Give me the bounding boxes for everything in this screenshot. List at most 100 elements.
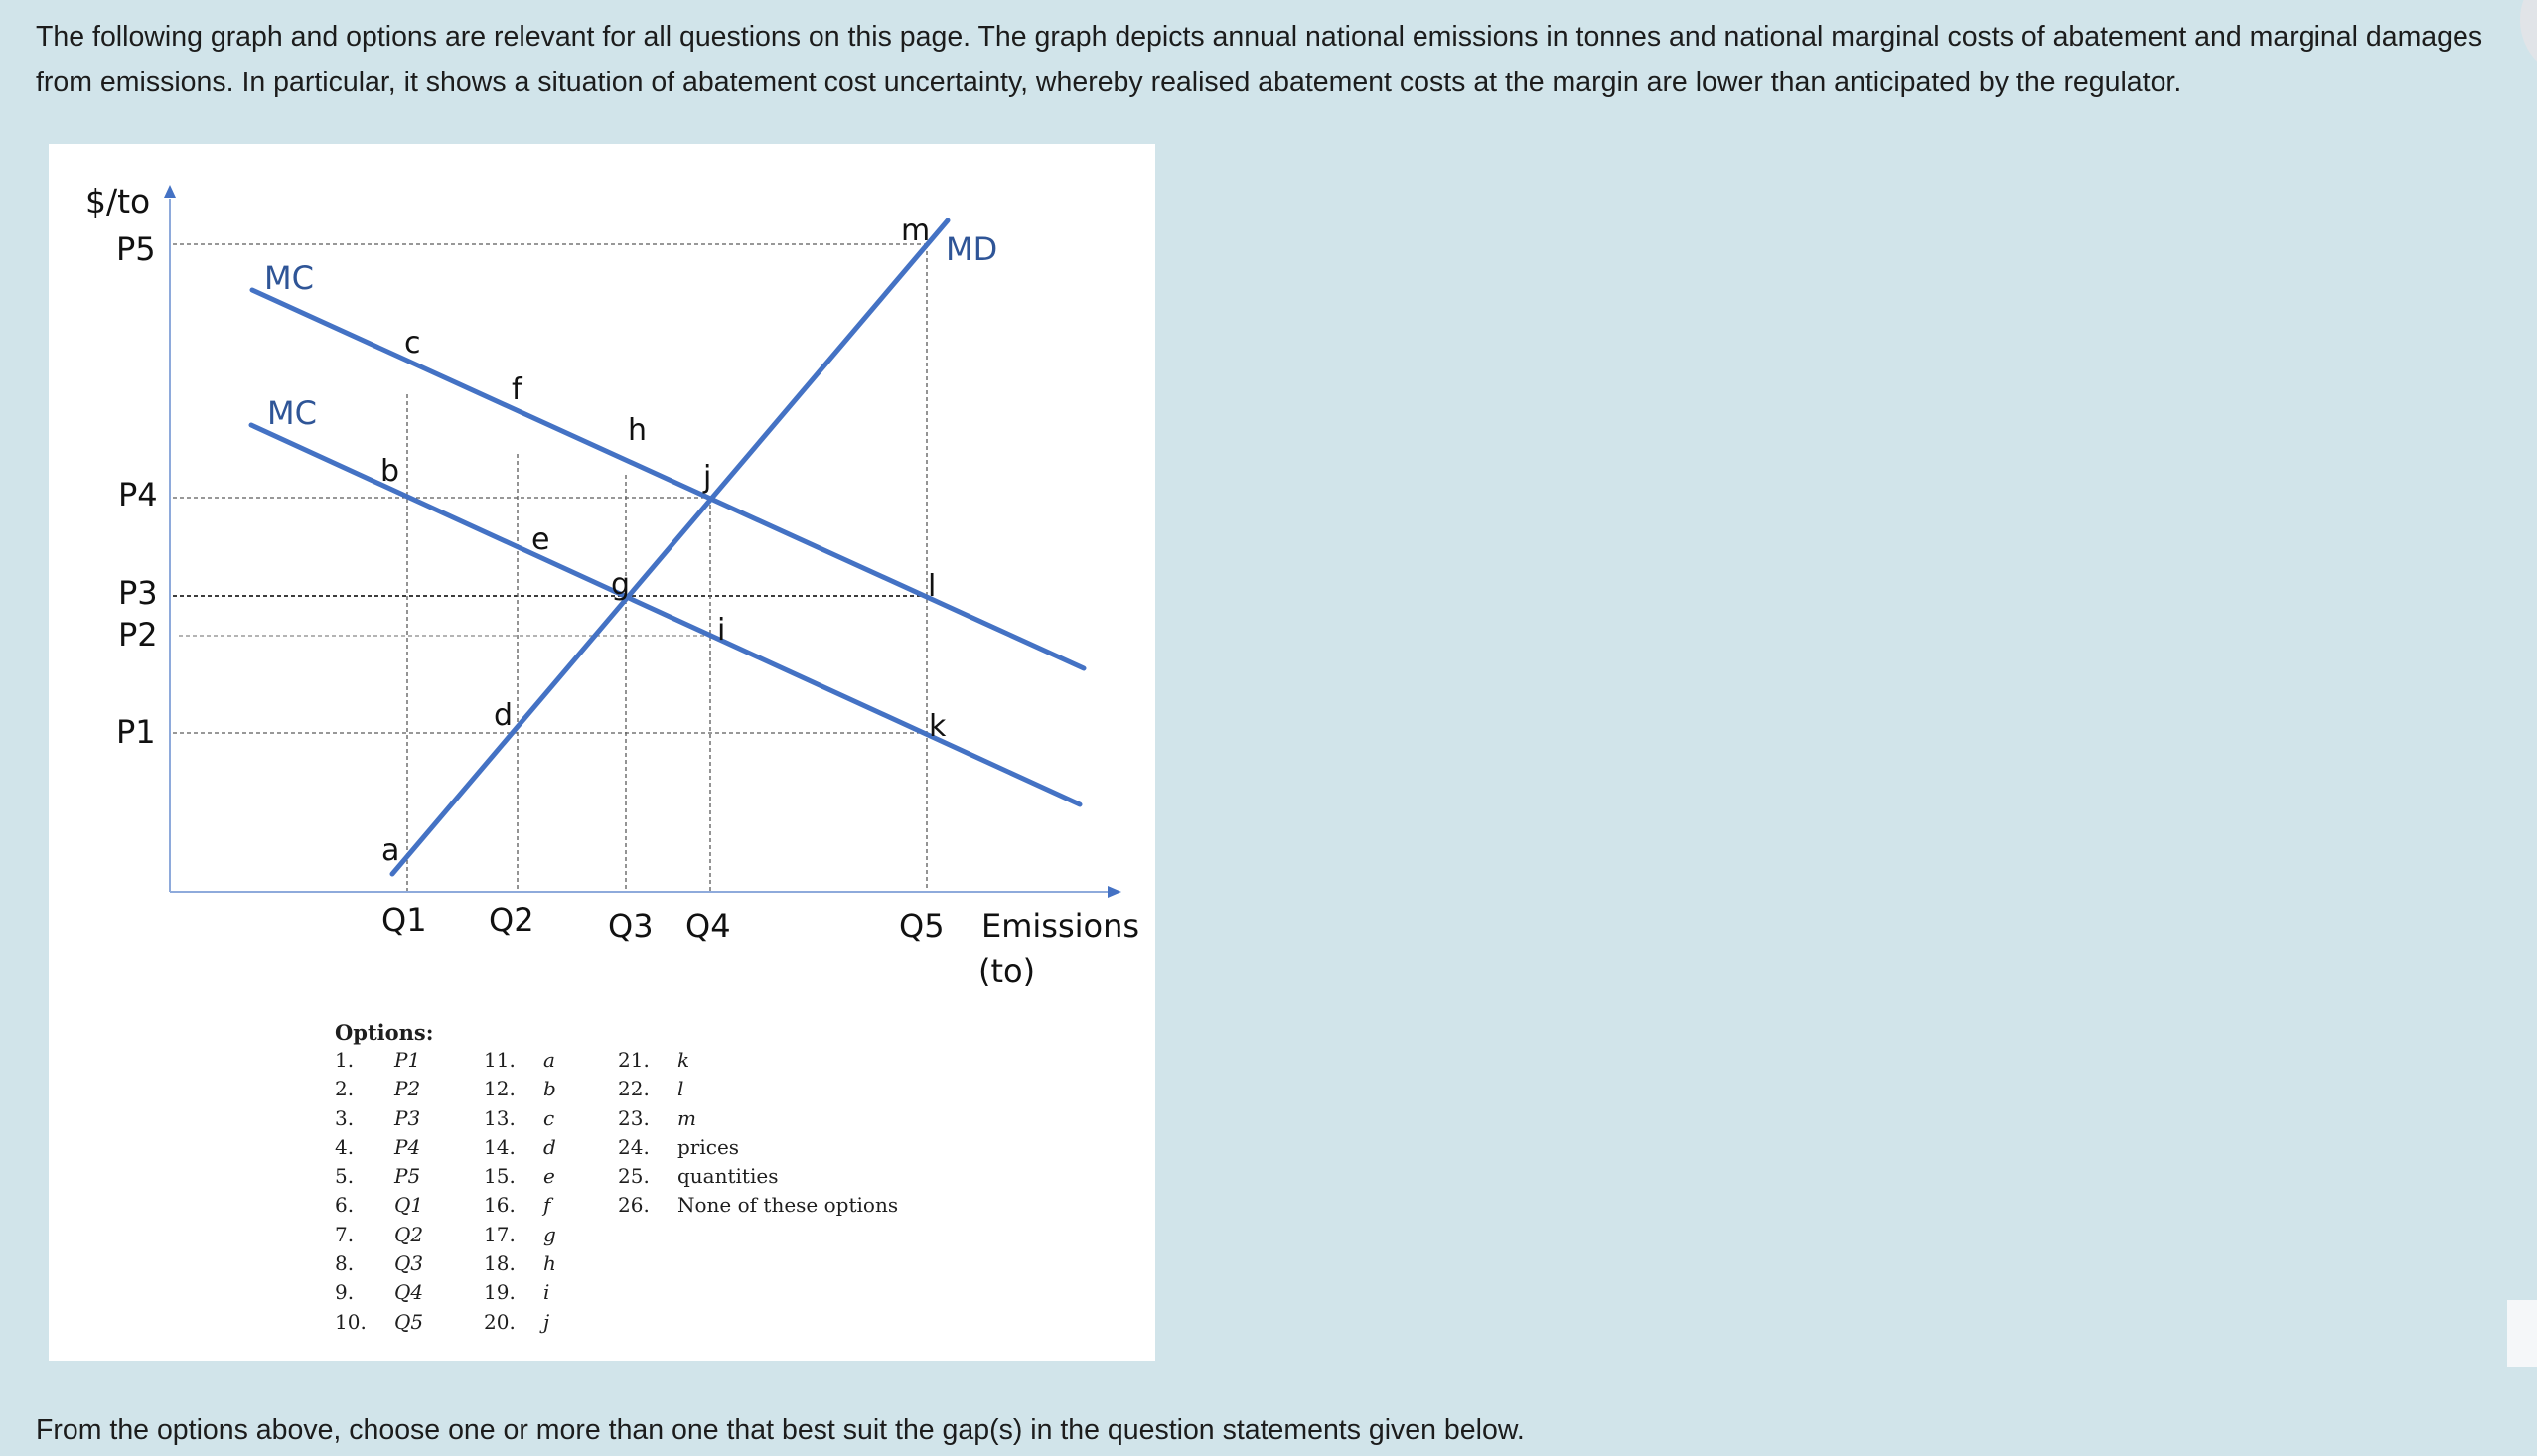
point-label-b: b: [380, 454, 399, 489]
option-value: Q2: [394, 1222, 424, 1246]
y-tick-p1: P1: [116, 713, 156, 751]
option-number: 2.: [335, 1077, 355, 1101]
option-number: 26.: [618, 1193, 650, 1218]
option-value: P1: [394, 1048, 421, 1072]
option-number: 1.: [335, 1048, 355, 1072]
option-item: 17. g: [484, 1223, 556, 1251]
x-tick-q3: Q3: [608, 907, 654, 945]
option-value: k: [677, 1048, 690, 1072]
point-label-k: k: [929, 709, 947, 744]
options-column-3: 21. k 22. l 23. m 24. prices 25. quantities 2…: [618, 1048, 898, 1223]
option-value: P3: [394, 1105, 421, 1130]
option-item: 18. h: [484, 1251, 556, 1280]
option-value: c: [543, 1105, 555, 1130]
price-gridlines: [173, 243, 929, 734]
y-tick-p3: P3: [118, 574, 158, 612]
axes: [169, 199, 1108, 893]
option-item: 5. P5: [335, 1164, 423, 1193]
option-item: 12. b: [484, 1077, 556, 1105]
option-item: 6. Q1: [335, 1193, 423, 1222]
option-item: 13. c: [484, 1106, 556, 1135]
option-value: quantities: [677, 1164, 779, 1189]
option-item: 22. l: [618, 1077, 898, 1105]
option-number: 12.: [484, 1077, 516, 1101]
option-number: 19.: [484, 1280, 516, 1305]
option-item: 10. Q5: [335, 1310, 423, 1339]
option-value: Q3: [394, 1251, 424, 1276]
point-label-j: j: [702, 460, 711, 495]
point-label-h: h: [628, 413, 647, 448]
x-axis-label: Emissions: [981, 907, 1139, 945]
option-value: prices: [677, 1134, 740, 1159]
option-value: Q5: [394, 1309, 424, 1334]
intro-line-2: from emissions. In particular, it shows …: [36, 67, 2182, 98]
x-tick-q5: Q5: [899, 907, 945, 945]
option-number: 17.: [484, 1222, 516, 1246]
intro-line-1: The following graph and options are rele…: [36, 21, 2483, 53]
md-label: MD: [946, 230, 997, 268]
point-label-i: i: [717, 613, 725, 648]
option-number: 7.: [335, 1222, 355, 1246]
point-label-g: g: [611, 567, 630, 602]
quantity-gridlines: [406, 244, 928, 892]
side-panel-tab[interactable]: [2507, 1300, 2537, 1367]
option-value: l: [677, 1077, 684, 1101]
option-number: 24.: [618, 1134, 650, 1159]
option-value: m: [677, 1105, 696, 1130]
option-number: 13.: [484, 1105, 516, 1130]
option-number: 25.: [618, 1164, 650, 1189]
option-number: 18.: [484, 1251, 516, 1276]
point-label-e: e: [531, 522, 549, 557]
options-column-1: 1. P1 2. P2 3. P3 4. P4 5. P5 6. Q1 7. Q2 8. Q3 …: [335, 1048, 423, 1339]
option-item: 16. f: [484, 1193, 556, 1222]
option-number: 16.: [484, 1193, 516, 1218]
option-item: 19. i: [484, 1280, 556, 1309]
y-tick-p5: P5: [116, 230, 156, 268]
y-tick-p4: P4: [118, 476, 158, 513]
option-value: b: [543, 1077, 556, 1101]
option-value: h: [543, 1251, 556, 1276]
y-axis-label: $/to: [85, 182, 150, 220]
option-number: 6.: [335, 1193, 355, 1218]
option-item: 8. Q3: [335, 1251, 423, 1280]
option-item: 1. P1: [335, 1048, 423, 1077]
point-label-f: f: [512, 372, 523, 407]
x-tick-q1: Q1: [381, 901, 427, 939]
option-value: j: [543, 1309, 550, 1334]
x-tick-q2: Q2: [489, 901, 534, 939]
options-list: Options: 1. P1 2. P2 3. P3 4. P4 5. P5 6. Q1 7…: [335, 1020, 898, 1334]
option-item: 4. P4: [335, 1135, 423, 1164]
y-axis-arrow-icon: [164, 185, 176, 198]
option-item: 21. k: [618, 1048, 898, 1077]
option-item: 7. Q2: [335, 1223, 423, 1251]
options-title: Options:: [335, 1020, 434, 1045]
option-number: 4.: [335, 1134, 355, 1159]
option-item: 15. e: [484, 1164, 556, 1193]
option-value: P5: [394, 1164, 421, 1189]
point-label-c: c: [404, 326, 421, 361]
option-item: 24. prices: [618, 1135, 898, 1164]
option-number: 20.: [484, 1309, 516, 1334]
option-number: 23.: [618, 1105, 650, 1130]
mc-lower-label: MC: [267, 394, 317, 432]
option-item: 23. m: [618, 1106, 898, 1135]
point-label-a: a: [381, 833, 399, 868]
option-value: f: [543, 1193, 551, 1218]
option-number: 11.: [484, 1048, 516, 1072]
floating-action-circle[interactable]: [2520, 0, 2537, 79]
y-tick-p2: P2: [118, 616, 158, 654]
question-intro: The following graph and options are rele…: [36, 14, 2519, 105]
point-label-d: d: [494, 698, 513, 733]
x-axis-label-unit: (to): [978, 952, 1035, 990]
option-value: Q4: [394, 1280, 424, 1305]
option-number: 9.: [335, 1280, 355, 1305]
mc-upper-label: MC: [264, 259, 314, 297]
option-item: 11. a: [484, 1048, 556, 1077]
point-label-m: m: [901, 214, 930, 248]
option-item: 14. d: [484, 1135, 556, 1164]
x-axis-arrow-icon: [1108, 886, 1121, 898]
option-value: d: [543, 1134, 556, 1159]
option-number: 8.: [335, 1251, 355, 1276]
emissions-abatement-chart: $/to P5 P4 P3 P2 P1 Q1 Q2 Q3 Q4 Q5 Emiss…: [49, 144, 1155, 1361]
chart-canvas: $/to P5 P4 P3 P2 P1 Q1 Q2 Q3 Q4 Q5 Emiss…: [85, 182, 1139, 990]
